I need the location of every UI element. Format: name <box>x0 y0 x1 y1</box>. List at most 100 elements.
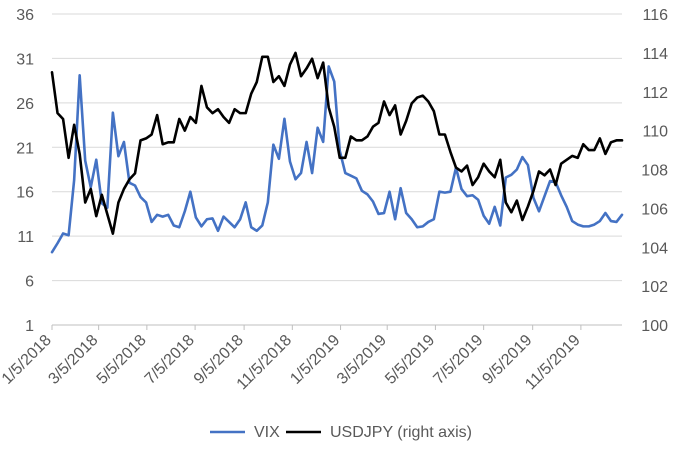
usdjpy-point <box>289 63 291 65</box>
usdjpy-point <box>139 139 141 141</box>
right-y-axis-ticks: 100 102 104 106 108 110 112 114 116 <box>641 7 668 335</box>
vix-point <box>300 172 302 174</box>
vix-line <box>50 65 624 254</box>
vix-point <box>554 181 556 183</box>
vix-point <box>460 188 462 190</box>
usdjpy-point <box>499 159 501 161</box>
x-tick-label: 3/5/2019 <box>334 332 390 388</box>
vix-point <box>167 214 169 216</box>
vix-point <box>101 202 103 204</box>
usdjpy-point <box>477 176 479 178</box>
usdjpy-point <box>538 170 540 172</box>
usdjpy-point <box>106 213 108 215</box>
vix-point <box>510 174 512 176</box>
right-tick-label: 114 <box>642 46 668 63</box>
x-tick-label: 1/5/2018 <box>0 332 55 388</box>
usdjpy-point <box>560 162 562 164</box>
usdjpy-point <box>582 143 584 145</box>
vix-point <box>189 191 191 193</box>
x-tick-label: 5/5/2018 <box>94 332 150 388</box>
vix-point <box>278 158 280 160</box>
vix-point <box>405 212 407 214</box>
vix-point <box>399 187 401 189</box>
usdjpy-point <box>604 153 606 155</box>
right-tick-label: 110 <box>642 124 668 141</box>
vix-point <box>599 220 601 222</box>
vix-point <box>328 65 330 67</box>
vix-point <box>433 218 435 220</box>
usdjpy-point <box>488 170 490 172</box>
usdjpy-point <box>233 108 235 110</box>
vix-point <box>145 201 147 203</box>
usdjpy-point <box>283 85 285 87</box>
usdjpy-point <box>145 137 147 139</box>
vix-point <box>211 217 213 219</box>
usdjpy-point <box>405 120 407 122</box>
usdjpy-point <box>90 188 92 190</box>
vix-point <box>256 230 258 232</box>
usdjpy-point <box>333 126 335 128</box>
vix-point <box>283 118 285 120</box>
vix-point <box>339 150 341 152</box>
usdjpy-point <box>355 139 357 141</box>
vix-point <box>322 141 324 143</box>
usdjpy-point <box>62 118 64 120</box>
vix-point <box>333 80 335 82</box>
left-tick-label: 36 <box>16 7 34 24</box>
x-tick-label: 5/5/2019 <box>382 332 438 388</box>
vix-point <box>505 176 507 178</box>
usdjpy-point <box>383 100 385 102</box>
vix-point <box>305 141 307 143</box>
vix-point <box>427 221 429 223</box>
usdjpy-point <box>482 162 484 164</box>
vix-point <box>615 221 617 223</box>
usdjpy-point <box>294 52 296 54</box>
vix-point <box>250 226 252 228</box>
vix-point <box>344 172 346 174</box>
usdjpy-point <box>161 143 163 145</box>
legend-label: USDJPY (right axis) <box>330 424 472 441</box>
vix-point <box>156 214 158 216</box>
vix-point <box>494 206 496 208</box>
usdjpy-point <box>300 75 302 77</box>
usdjpy-point <box>399 133 401 135</box>
vix-point <box>499 224 501 226</box>
usdjpy-point <box>200 85 202 87</box>
vix-point <box>62 232 64 234</box>
usdjpy-point <box>411 102 413 104</box>
vix-point <box>571 220 573 222</box>
vix-point <box>549 180 551 182</box>
usdjpy-point <box>134 172 136 174</box>
x-axis-ticks: 1/5/20183/5/20185/5/20187/5/20189/5/2018… <box>0 332 584 394</box>
vix-point <box>372 200 374 202</box>
vix-point <box>184 210 186 212</box>
usdjpy-point <box>339 157 341 159</box>
usdjpy-point <box>84 201 86 203</box>
right-tick-label: 104 <box>641 240 668 257</box>
usdjpy-point <box>610 141 612 143</box>
usdjpy-line <box>50 51 624 235</box>
usdjpy-point <box>455 166 457 168</box>
usdjpy-point <box>599 137 601 139</box>
vix-point <box>411 218 413 220</box>
usdjpy-point <box>621 139 623 141</box>
usdjpy-point <box>328 106 330 108</box>
vix-point <box>377 213 379 215</box>
usdjpy-point <box>101 194 103 196</box>
vix-point <box>206 218 208 220</box>
right-tick-label: 100 <box>641 318 668 335</box>
usdjpy-point <box>615 139 617 141</box>
usdjpy-point <box>394 104 396 106</box>
usdjpy-point <box>494 176 496 178</box>
vix-point <box>488 223 490 225</box>
usdjpy-point <box>416 96 418 98</box>
usdjpy-point <box>78 153 80 155</box>
usdjpy-point <box>128 178 130 180</box>
vix-point <box>84 159 86 161</box>
vix-point <box>482 215 484 217</box>
vix-point <box>610 220 612 222</box>
vix-point <box>294 178 296 180</box>
usdjpy-point <box>267 56 269 58</box>
